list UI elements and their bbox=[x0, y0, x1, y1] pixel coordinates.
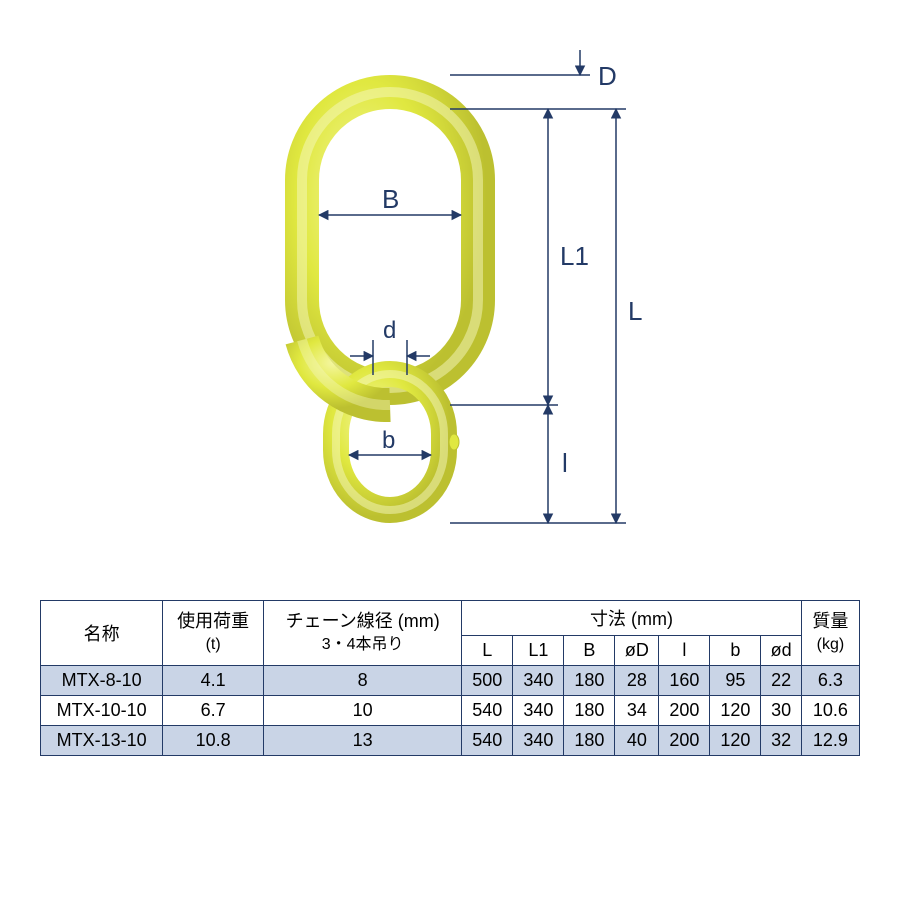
cell-b: 120 bbox=[710, 696, 761, 726]
hdr-mass-sub: (kg) bbox=[817, 636, 845, 653]
cell-L: 540 bbox=[462, 696, 513, 726]
cell-L: 500 bbox=[462, 666, 513, 696]
table-row: MTX-10-10 6.7 10 540 340 180 34 200 120 … bbox=[41, 696, 860, 726]
hdr-load-top: 使用荷重 bbox=[177, 611, 249, 631]
dim-L bbox=[558, 109, 626, 523]
cell-name: MTX-13-10 bbox=[41, 726, 163, 756]
diagram-svg: D L1 l L B bbox=[190, 40, 710, 560]
cell-chain: 10 bbox=[264, 696, 462, 726]
hdr-mass: 質量 (kg) bbox=[801, 601, 859, 666]
cell-mass: 6.3 bbox=[801, 666, 859, 696]
cell-d: 30 bbox=[761, 696, 801, 726]
cell-d: 22 bbox=[761, 666, 801, 696]
label-b: b bbox=[382, 427, 395, 454]
hdr-chain-top: チェーン線径 (mm) bbox=[286, 611, 440, 631]
hdr-dim-group: 寸法 (mm) bbox=[462, 601, 802, 636]
cell-mass: 12.9 bbox=[801, 726, 859, 756]
cell-b: 120 bbox=[710, 726, 761, 756]
hdr-L1: L1 bbox=[513, 636, 564, 666]
cell-name: MTX-10-10 bbox=[41, 696, 163, 726]
hdr-l: l bbox=[659, 636, 710, 666]
hdr-mass-top: 質量 bbox=[812, 611, 848, 631]
cell-mass: 10.6 bbox=[801, 696, 859, 726]
cell-B: 180 bbox=[564, 666, 615, 696]
spec-table-area: 名称 使用荷重 (t) チェーン線径 (mm) 3・4本吊り 寸法 (mm) 質… bbox=[40, 600, 860, 756]
cell-B: 180 bbox=[564, 696, 615, 726]
hdr-load: 使用荷重 (t) bbox=[163, 601, 264, 666]
hdr-L: L bbox=[462, 636, 513, 666]
label-D: D bbox=[598, 61, 617, 91]
hdr-B: B bbox=[564, 636, 615, 666]
cell-D: 28 bbox=[615, 666, 659, 696]
hdr-phid: ød bbox=[761, 636, 801, 666]
hdr-load-sub: (t) bbox=[206, 636, 221, 653]
cell-name: MTX-8-10 bbox=[41, 666, 163, 696]
table-row: MTX-8-10 4.1 8 500 340 180 28 160 95 22 … bbox=[41, 666, 860, 696]
cell-load: 6.7 bbox=[163, 696, 264, 726]
label-L: L bbox=[628, 296, 642, 326]
hdr-phiD: øD bbox=[615, 636, 659, 666]
label-L1: L1 bbox=[560, 241, 589, 271]
cell-chain: 13 bbox=[264, 726, 462, 756]
cell-L1: 340 bbox=[513, 666, 564, 696]
cell-L1: 340 bbox=[513, 696, 564, 726]
dim-l bbox=[450, 405, 558, 523]
cell-load: 10.8 bbox=[163, 726, 264, 756]
cell-L1: 340 bbox=[513, 726, 564, 756]
table-row: MTX-13-10 10.8 13 540 340 180 40 200 120… bbox=[41, 726, 860, 756]
cell-l: 200 bbox=[659, 726, 710, 756]
cell-chain: 8 bbox=[264, 666, 462, 696]
cell-l: 200 bbox=[659, 696, 710, 726]
hdr-name: 名称 bbox=[41, 601, 163, 666]
label-d: d bbox=[383, 317, 396, 344]
cell-D: 34 bbox=[615, 696, 659, 726]
cell-load: 4.1 bbox=[163, 666, 264, 696]
cell-b: 95 bbox=[710, 666, 761, 696]
hdr-b: b bbox=[710, 636, 761, 666]
cell-D: 40 bbox=[615, 726, 659, 756]
cell-d: 32 bbox=[761, 726, 801, 756]
hdr-chain-sub: 3・4本吊り bbox=[322, 636, 404, 653]
link-dimension-diagram: D L1 l L B bbox=[40, 30, 860, 580]
label-l: l bbox=[562, 448, 568, 478]
spec-table: 名称 使用荷重 (t) チェーン線径 (mm) 3・4本吊り 寸法 (mm) 質… bbox=[40, 600, 860, 756]
label-B: B bbox=[382, 184, 399, 214]
cell-B: 180 bbox=[564, 726, 615, 756]
cell-l: 160 bbox=[659, 666, 710, 696]
hdr-chain: チェーン線径 (mm) 3・4本吊り bbox=[264, 601, 462, 666]
dim-D bbox=[450, 50, 590, 109]
cell-L: 540 bbox=[462, 726, 513, 756]
